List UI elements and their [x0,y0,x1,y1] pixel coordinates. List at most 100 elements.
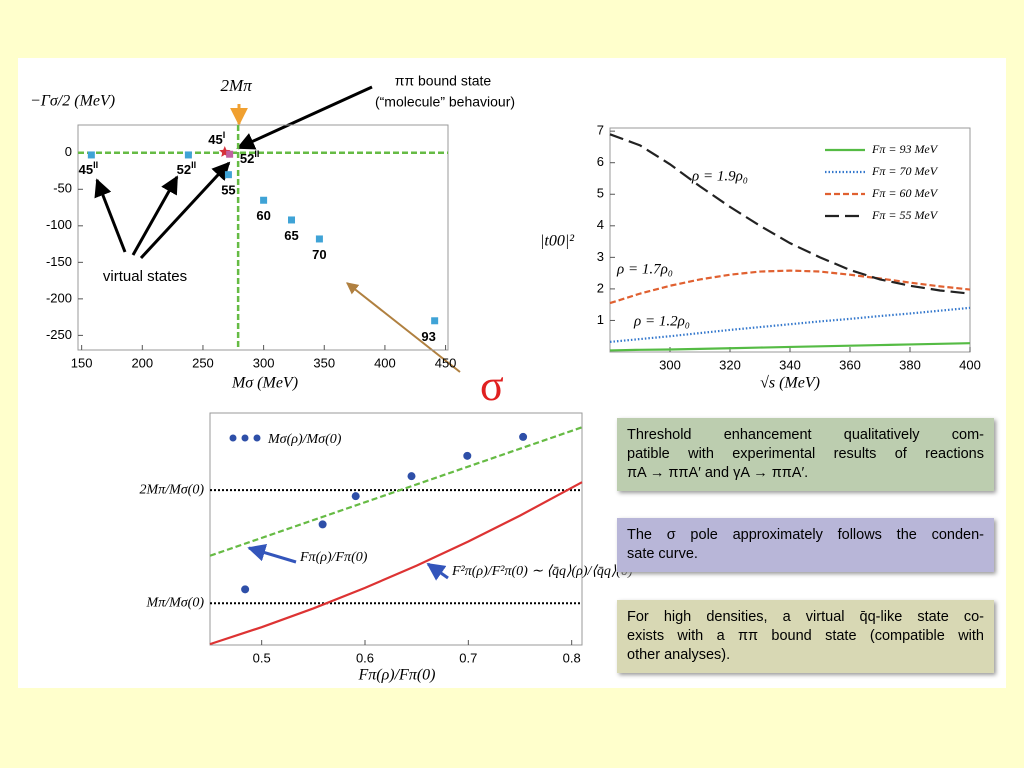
point-label-text: 65 [284,228,298,243]
arrow [131,175,179,256]
point [315,235,323,243]
annotation: virtual states [103,268,187,285]
x-tick-label: 320 [719,357,741,372]
point [226,150,234,158]
y-tick-label: 2Mπ/Mσ(0) [140,482,205,497]
legend-dot [253,434,261,442]
legend-label: Fπ = 70 MeV [871,164,939,178]
legend-label: Fπ = 55 MeV [871,208,939,222]
plot-frame [209,412,583,646]
sigma-label: σ [480,361,504,410]
point [184,151,192,159]
y-tick-label: 6 [597,154,604,169]
x-tick-label: 360 [839,357,861,372]
point [351,492,360,501]
point-label: 60 [256,209,270,224]
text-line: sate curve. [627,546,698,562]
y-tick-label: 7 [597,123,604,138]
text-line: other analyses). [627,647,731,663]
point-label: 65 [284,228,298,243]
annotation: ρ = 1.9ρ₀ [691,168,748,184]
plot-frame [77,124,449,351]
point-label-text: 52 [240,152,254,167]
x-tick-label: 200 [131,355,153,370]
threshold-label: 2Mπ [221,76,253,95]
text-box: The σ pole approximately follows the con… [617,518,994,572]
y-tick-label: -50 [53,181,72,196]
x-tick-label: 0.8 [563,650,581,665]
series-label: F²π(ρ)/F²π(0) ∼ ⟨q̄q⟩(ρ)/⟨q̄q⟩(0) [451,564,633,579]
x-tick-label: 380 [899,357,921,372]
x-tick-label: 340 [779,357,801,372]
point-label-sheet: I [223,130,226,140]
x-tick-label: 300 [253,355,275,370]
point-label: 70 [312,247,326,262]
point [431,317,439,325]
arrow [139,161,231,260]
arrow [346,282,461,373]
text-line: exists with a ππ bound state (compatible… [627,628,984,644]
text-line: Threshold enhancement qualitatively com- [627,427,984,443]
point [407,472,416,481]
y-tick-label: -250 [46,327,72,342]
series-line [209,426,583,557]
point-label: 93 [421,329,435,344]
x-tick-label: 0.7 [459,650,477,665]
x-tick-label: 250 [192,355,214,370]
y-tick-label: -200 [46,290,72,305]
y-tick-label: Mπ/Mσ(0) [146,595,205,610]
y-tick-label: 3 [597,249,604,264]
point-label: 52II [240,150,259,167]
legend-dot [241,434,249,442]
point-label-text: 60 [256,209,270,224]
point-label-text: 93 [421,329,435,344]
x-tick-label: 400 [959,357,981,372]
legend-dot [229,434,237,442]
x-tick-label: 400 [374,355,396,370]
point-label-text: 52 [177,162,191,177]
x-tick-label: 300 [659,357,681,372]
text-box: Threshold enhancement qualitatively com-… [617,418,994,491]
point [87,151,95,159]
arrows [94,85,461,581]
y-tick-label: 4 [597,217,604,232]
annotation: ρ = 1.2ρ₀ [633,313,690,329]
series-line [209,481,583,646]
x-tick-label: 350 [313,355,335,370]
point-label-sheet: II [254,150,259,160]
point-label-text: 70 [312,247,326,262]
y-tick-label: 2 [597,280,604,295]
annotation: Mσ(ρ)/Mσ(0) [267,432,342,447]
x-tick-label: 450 [435,355,457,370]
arrow [94,178,127,253]
annotation: (“molecule” behaviour) [375,94,515,110]
x-axis-label: Mσ (MeV) [231,375,298,392]
point-label: 45II [79,160,98,177]
point [260,196,268,204]
x-axis-label: √s (MeV) [760,375,820,392]
y-tick-label: 5 [597,186,604,201]
annotation: ρ = 1.7ρ₀ [616,261,673,277]
x-tick-label: 150 [71,355,93,370]
arrow [247,543,297,564]
series-line [609,342,971,352]
point-label: 52II [177,160,196,177]
point-label-text: 45 [208,132,222,147]
y-tick-label: -150 [46,254,72,269]
text-line: The σ pole approximately follows the con… [627,527,984,543]
text-box: For high densities, a virtual q̄q-like s… [617,600,994,673]
x-tick-label: 0.5 [253,650,271,665]
point-label: 55 [221,183,235,198]
series-line [609,269,971,305]
legend-label: Fπ = 60 MeV [871,186,939,200]
slide [18,58,1006,688]
y-axis-label: |t00|² [540,233,575,250]
point [288,216,296,224]
point [463,451,472,460]
text-line: patible with experimental results of rea… [627,446,984,462]
series-line [609,133,971,295]
point-label-text: 55 [221,183,235,198]
point-label-text: 45 [79,162,93,177]
annotation: ππ bound state [395,73,492,89]
